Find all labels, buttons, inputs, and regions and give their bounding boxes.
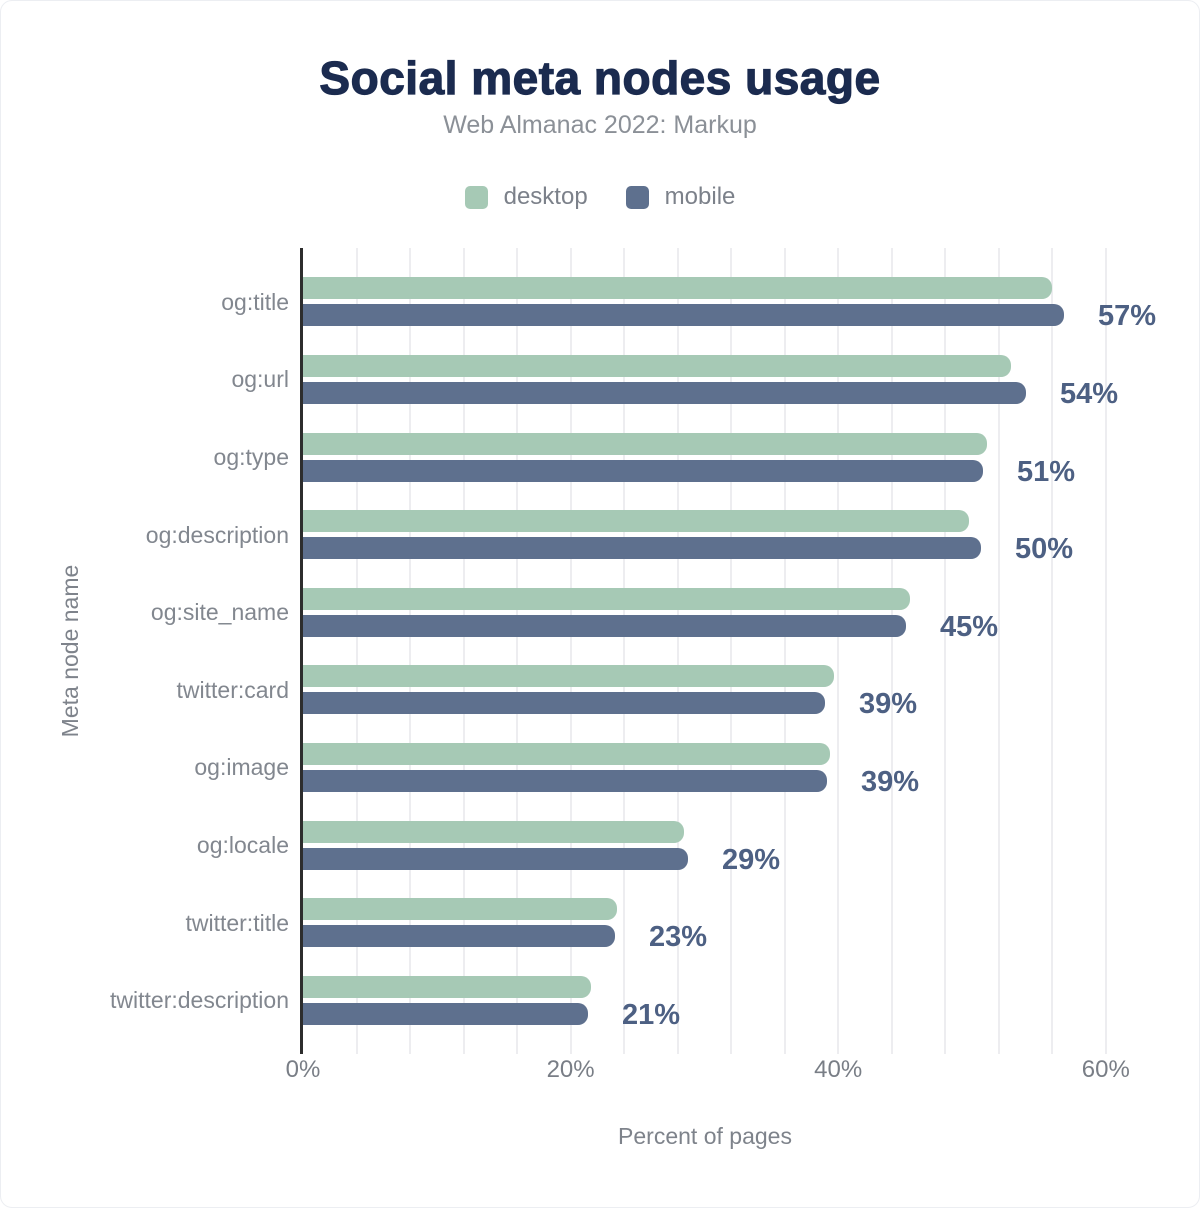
gridline-24pct [623,248,626,1054]
chart-title: Social meta nodes usage [319,51,881,104]
legend-label-mobile: mobile [664,183,736,210]
legend-item-desktop[interactable]: desktop [464,183,588,211]
bar-desktop-og-title[interactable] [303,277,1052,300]
bar-mobile-og-title[interactable] [303,304,1064,327]
y-axis-line [300,248,303,1054]
value-label-og-title: 57% [1098,300,1157,333]
value-label-og-description: 50% [1015,533,1074,566]
bar-mobile-og-type[interactable] [303,459,983,482]
bar-desktop-og-locale[interactable] [303,820,684,843]
gridline-48pct [944,248,947,1054]
gridline-44pct [890,248,893,1054]
gridline-20pct [569,248,572,1054]
legend-swatch-mobile [625,185,649,209]
bar-desktop-twitter-title[interactable] [303,898,617,921]
value-label-og-site-name: 45% [940,610,999,643]
category-label-og-description: og:description [145,521,289,548]
category-label-og-locale: og:locale [196,832,289,858]
gridline-8pct [409,248,412,1054]
bar-mobile-og-url[interactable] [303,381,1026,404]
x-tick-0pct: 0% [285,1056,321,1083]
gridline-28pct [676,248,679,1054]
bar-mobile-twitter-card[interactable] [303,692,825,715]
gridline-40pct [837,248,840,1054]
bar-desktop-og-image[interactable] [303,742,830,765]
gridline-56pct [1051,248,1054,1054]
category-label-twitter-title: twitter:title [185,909,289,936]
bar-desktop-twitter-card[interactable] [303,665,834,688]
gridline-16pct [516,248,519,1054]
x-tick-40pct: 40% [814,1056,863,1083]
legend-item-mobile[interactable]: mobile [625,183,736,211]
bar-desktop-og-type[interactable] [303,432,987,455]
x-tick-20pct: 20% [546,1056,595,1083]
category-label-twitter-card: twitter:card [176,676,289,703]
bar-desktop-twitter-description[interactable] [303,975,591,998]
gridline-32pct [730,248,733,1054]
category-label-og-site-name: og:site_name [150,599,289,626]
value-label-twitter-title: 23% [649,921,708,954]
value-label-og-type: 51% [1017,455,1076,488]
x-tick-60pct: 60% [1081,1056,1130,1083]
value-label-twitter-card: 39% [859,688,918,721]
gridline-12pct [462,248,465,1054]
value-label-og-url: 54% [1060,377,1119,410]
value-label-og-image: 39% [861,765,920,798]
chart-subtitle: Web Almanac 2022: Markup [443,111,757,139]
legend: desktop mobile [1,183,1199,211]
bar-desktop-og-description[interactable] [303,510,969,533]
category-label-og-image: og:image [194,754,289,781]
gridline-36pct [783,248,786,1054]
gridline-4pct [355,248,358,1054]
x-axis-title: Percent of pages [618,1123,792,1149]
category-label-og-type: og:type [213,444,289,470]
value-label-og-locale: 29% [722,843,781,876]
value-label-twitter-description: 21% [622,998,681,1031]
category-label-twitter-description: twitter:description [110,987,289,1014]
bar-mobile-og-locale[interactable] [303,847,688,870]
bar-mobile-og-image[interactable] [303,769,827,792]
bar-mobile-twitter-title[interactable] [303,925,615,948]
bar-mobile-twitter-description[interactable] [303,1002,588,1025]
bar-mobile-og-description[interactable] [303,537,981,560]
category-label-og-url: og:url [231,366,289,393]
bar-desktop-og-url[interactable] [303,354,1011,377]
legend-swatch-desktop [464,185,488,209]
category-label-og-title: og:title [221,288,289,315]
gridline-52pct [997,248,1000,1054]
legend-label-desktop: desktop [503,183,588,210]
bar-desktop-og-site-name[interactable] [303,587,910,610]
bar-mobile-og-site-name[interactable] [303,614,906,637]
gridline-60pct [1104,248,1107,1054]
